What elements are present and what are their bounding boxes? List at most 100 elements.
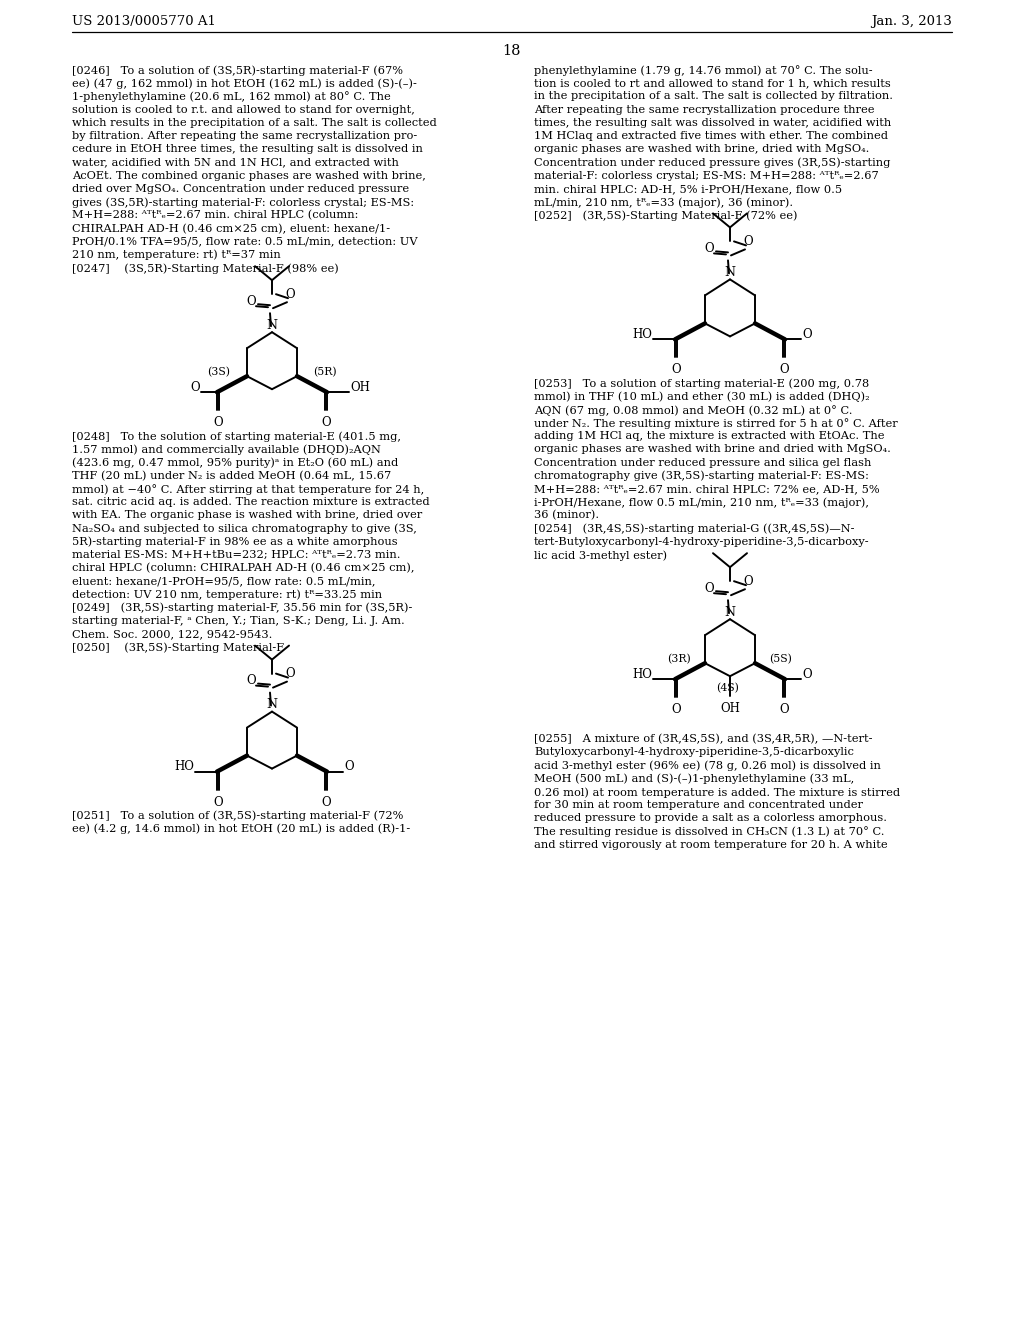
Text: O: O	[743, 235, 753, 248]
Text: O: O	[322, 416, 331, 429]
Text: HO: HO	[174, 760, 194, 774]
Text: O: O	[705, 582, 714, 595]
Text: O: O	[671, 704, 681, 717]
Text: chromatography give (3R,5S)-starting material-F: ES-MS:: chromatography give (3R,5S)-starting mat…	[534, 471, 869, 482]
Text: under N₂. The resulting mixture is stirred for 5 h at 0° C. After: under N₂. The resulting mixture is stirr…	[534, 418, 898, 429]
Text: reduced pressure to provide a salt as a colorless amorphous.: reduced pressure to provide a salt as a …	[534, 813, 887, 824]
Text: (5R): (5R)	[313, 367, 337, 378]
Text: which results in the precipitation of a salt. The salt is collected: which results in the precipitation of a …	[72, 117, 437, 128]
Text: by filtration. After repeating the same recrystallization pro-: by filtration. After repeating the same …	[72, 131, 417, 141]
Text: gives (3S,5R)-starting material-F: colorless crystal; ES-MS:: gives (3S,5R)-starting material-F: color…	[72, 197, 414, 207]
Text: (3S): (3S)	[208, 367, 230, 378]
Text: [0248]   To the solution of starting material-E (401.5 mg,: [0248] To the solution of starting mater…	[72, 432, 401, 442]
Text: Na₂SO₄ and subjected to silica chromatography to give (3S,: Na₂SO₄ and subjected to silica chromatog…	[72, 524, 417, 535]
Text: O: O	[802, 327, 812, 341]
Text: [0247]    (3S,5R)-Starting Material-F (98% ee): [0247] (3S,5R)-Starting Material-F (98% …	[72, 263, 339, 273]
Text: material-F: colorless crystal; ES-MS: M+H=288: ᴬᵀtᴿₑ=2.67: material-F: colorless crystal; ES-MS: M+…	[534, 170, 879, 181]
Text: N: N	[266, 698, 278, 711]
Text: Chem. Soc. 2000, 122, 9542-9543.: Chem. Soc. 2000, 122, 9542-9543.	[72, 630, 272, 639]
Text: material ES-MS: M+H+tBu=232; HPLC: ᴬᵀtᴿₑ=2.73 min.: material ES-MS: M+H+tBu=232; HPLC: ᴬᵀtᴿₑ…	[72, 550, 400, 560]
Text: 1M HClaq and extracted five times with ether. The combined: 1M HClaq and extracted five times with e…	[534, 131, 888, 141]
Text: Concentration under reduced pressure gives (3R,5S)-starting: Concentration under reduced pressure giv…	[534, 157, 891, 168]
Text: OH: OH	[720, 702, 740, 715]
Text: (423.6 mg, 0.47 mmol, 95% purity)ᵃ in Et₂O (60 mL) and: (423.6 mg, 0.47 mmol, 95% purity)ᵃ in Et…	[72, 458, 398, 469]
Text: acid 3-methyl ester (96% ee) (78 g, 0.26 mol) is dissolved in: acid 3-methyl ester (96% ee) (78 g, 0.26…	[534, 760, 881, 771]
Text: dried over MgSO₄. Concentration under reduced pressure: dried over MgSO₄. Concentration under re…	[72, 183, 410, 194]
Text: phenylethylamine (1.79 g, 14.76 mmol) at 70° C. The solu-: phenylethylamine (1.79 g, 14.76 mmol) at…	[534, 65, 872, 75]
Text: O: O	[671, 363, 681, 376]
Text: 36 (minor).: 36 (minor).	[534, 511, 599, 520]
Text: O: O	[322, 796, 331, 809]
Text: chiral HPLC (column: CHIRALPAH AD-H (0.46 cm×25 cm),: chiral HPLC (column: CHIRALPAH AD-H (0.4…	[72, 564, 415, 574]
Text: min. chiral HPLC: AD-H, 5% i-PrOH/Hexane, flow 0.5: min. chiral HPLC: AD-H, 5% i-PrOH/Hexane…	[534, 183, 842, 194]
Text: 0.26 mol) at room temperature is added. The mixture is stirred: 0.26 mol) at room temperature is added. …	[534, 787, 900, 797]
Text: M+H=288: ᴬᵀtᴿₑ=2.67 min. chiral HPLC: 72% ee, AD-H, 5%: M+H=288: ᴬᵀtᴿₑ=2.67 min. chiral HPLC: 72…	[534, 484, 880, 494]
Text: O: O	[286, 667, 295, 680]
Text: [0246]   To a solution of (3S,5R)-starting material-F (67%: [0246] To a solution of (3S,5R)-starting…	[72, 65, 403, 75]
Text: mL/min, 210 nm, tᴿₑ=33 (major), 36 (minor).: mL/min, 210 nm, tᴿₑ=33 (major), 36 (mino…	[534, 197, 794, 207]
Text: and stirred vigorously at room temperature for 20 h. A white: and stirred vigorously at room temperatu…	[534, 840, 888, 850]
Text: 5R)-starting material-F in 98% ee as a white amorphous: 5R)-starting material-F in 98% ee as a w…	[72, 537, 397, 548]
Text: MeOH (500 mL) and (S)-(–)1-phenylethylamine (33 mL,: MeOH (500 mL) and (S)-(–)1-phenylethylam…	[534, 774, 854, 784]
Text: in the precipitation of a salt. The salt is collected by filtration.: in the precipitation of a salt. The salt…	[534, 91, 893, 102]
Text: 1-phenylethylamine (20.6 mL, 162 mmol) at 80° C. The: 1-phenylethylamine (20.6 mL, 162 mmol) a…	[72, 91, 391, 102]
Text: [0251]   To a solution of (3R,5S)-starting material-F (72%: [0251] To a solution of (3R,5S)-starting…	[72, 810, 403, 821]
Text: eluent: hexane/1-PrOH=95/5, flow rate: 0.5 mL/min,: eluent: hexane/1-PrOH=95/5, flow rate: 0…	[72, 577, 376, 586]
Text: N: N	[725, 606, 735, 619]
Text: O: O	[743, 574, 753, 587]
Text: Concentration under reduced pressure and silica gel flash: Concentration under reduced pressure and…	[534, 458, 871, 467]
Text: O: O	[286, 288, 295, 301]
Text: PrOH/0.1% TFA=95/5, flow rate: 0.5 mL/min, detection: UV: PrOH/0.1% TFA=95/5, flow rate: 0.5 mL/mi…	[72, 236, 418, 247]
Text: M+H=288: ᴬᵀtᴿₑ=2.67 min. chiral HPLC (column:: M+H=288: ᴬᵀtᴿₑ=2.67 min. chiral HPLC (co…	[72, 210, 358, 220]
Text: 210 nm, temperature: rt) tᴿ=37 min: 210 nm, temperature: rt) tᴿ=37 min	[72, 249, 281, 260]
Text: US 2013/0005770 A1: US 2013/0005770 A1	[72, 15, 216, 28]
Text: organic phases are washed with brine, dried with MgSO₄.: organic phases are washed with brine, dr…	[534, 144, 869, 154]
Text: O: O	[213, 416, 223, 429]
Text: O: O	[705, 242, 714, 255]
Text: [0254]   (3R,4S,5S)-starting material-G ((3R,4S,5S)—N-: [0254] (3R,4S,5S)-starting material-G ((…	[534, 524, 854, 535]
Text: N: N	[725, 265, 735, 279]
Text: O: O	[344, 760, 353, 774]
Text: with EA. The organic phase is washed with brine, dried over: with EA. The organic phase is washed wit…	[72, 511, 422, 520]
Text: (5S): (5S)	[770, 653, 793, 664]
Text: [0249]   (3R,5S)-starting material-F, 35.56 min for (3S,5R)-: [0249] (3R,5S)-starting material-F, 35.5…	[72, 603, 413, 614]
Text: O: O	[779, 704, 788, 717]
Text: O: O	[246, 675, 256, 688]
Text: cedure in EtOH three times, the resulting salt is dissolved in: cedure in EtOH three times, the resultin…	[72, 144, 423, 154]
Text: tert-Butyloxycarbonyl-4-hydroxy-piperidine-3,5-dicarboxy-: tert-Butyloxycarbonyl-4-hydroxy-piperidi…	[534, 537, 869, 546]
Text: [0255]   A mixture of (3R,4S,5S), and (3S,4R,5R), —N-tert-: [0255] A mixture of (3R,4S,5S), and (3S,…	[534, 734, 872, 744]
Text: The resulting residue is dissolved in CH₃CN (1.3 L) at 70° C.: The resulting residue is dissolved in CH…	[534, 826, 885, 837]
Text: mmol) in THF (10 mL) and ether (30 mL) is added (DHQ)₂: mmol) in THF (10 mL) and ether (30 mL) i…	[534, 392, 869, 403]
Text: ee) (4.2 g, 14.6 mmol) in hot EtOH (20 mL) is added (R)-1-: ee) (4.2 g, 14.6 mmol) in hot EtOH (20 m…	[72, 824, 411, 834]
Text: AcOEt. The combined organic phases are washed with brine,: AcOEt. The combined organic phases are w…	[72, 170, 426, 181]
Text: HO: HO	[632, 668, 652, 681]
Text: water, acidified with 5N and 1N HCl, and extracted with: water, acidified with 5N and 1N HCl, and…	[72, 157, 399, 168]
Text: organic phases are washed with brine and dried with MgSO₄.: organic phases are washed with brine and…	[534, 445, 891, 454]
Text: mmol) at −40° C. After stirring at that temperature for 24 h,: mmol) at −40° C. After stirring at that …	[72, 484, 424, 495]
Text: O: O	[802, 668, 812, 681]
Text: AQN (67 mg, 0.08 mmol) and MeOH (0.32 mL) at 0° C.: AQN (67 mg, 0.08 mmol) and MeOH (0.32 mL…	[534, 405, 853, 416]
Text: After repeating the same recrystallization procedure three: After repeating the same recrystallizati…	[534, 104, 874, 115]
Text: solution is cooled to r.t. and allowed to stand for overnight,: solution is cooled to r.t. and allowed t…	[72, 104, 415, 115]
Text: [0250]    (3R,5S)-Starting Material-F: [0250] (3R,5S)-Starting Material-F	[72, 643, 284, 653]
Text: lic acid 3-methyl ester): lic acid 3-methyl ester)	[534, 550, 667, 561]
Text: OH: OH	[350, 380, 370, 393]
Text: [0253]   To a solution of starting material-E (200 mg, 0.78: [0253] To a solution of starting materia…	[534, 379, 869, 389]
Text: detection: UV 210 nm, temperature: rt) tᴿ=33.25 min: detection: UV 210 nm, temperature: rt) t…	[72, 590, 382, 601]
Text: adding 1M HCl aq, the mixture is extracted with EtOAc. The: adding 1M HCl aq, the mixture is extract…	[534, 432, 885, 441]
Text: tion is cooled to rt and allowed to stand for 1 h, which results: tion is cooled to rt and allowed to stan…	[534, 78, 891, 88]
Text: sat. citric acid aq. is added. The reaction mixture is extracted: sat. citric acid aq. is added. The react…	[72, 498, 430, 507]
Text: (3R): (3R)	[667, 653, 691, 664]
Text: Butyloxycarbonyl-4-hydroxy-piperidine-3,5-dicarboxylic: Butyloxycarbonyl-4-hydroxy-piperidine-3,…	[534, 747, 854, 758]
Text: ee) (47 g, 162 mmol) in hot EtOH (162 mL) is added (S)-(–)-: ee) (47 g, 162 mmol) in hot EtOH (162 mL…	[72, 78, 417, 88]
Text: HO: HO	[632, 327, 652, 341]
Text: times, the resulting salt was dissolved in water, acidified with: times, the resulting salt was dissolved …	[534, 117, 891, 128]
Text: starting material-F, ᵃ Chen, Y.; Tian, S-K.; Deng, Li. J. Am.: starting material-F, ᵃ Chen, Y.; Tian, S…	[72, 616, 404, 626]
Text: 18: 18	[503, 44, 521, 58]
Text: CHIRALPAH AD-H (0.46 cm×25 cm), eluent: hexane/1-: CHIRALPAH AD-H (0.46 cm×25 cm), eluent: …	[72, 223, 390, 234]
Text: (4S): (4S)	[717, 682, 739, 693]
Text: N: N	[266, 318, 278, 331]
Text: O: O	[779, 363, 788, 376]
Text: O: O	[190, 380, 200, 393]
Text: for 30 min at room temperature and concentrated under: for 30 min at room temperature and conce…	[534, 800, 863, 810]
